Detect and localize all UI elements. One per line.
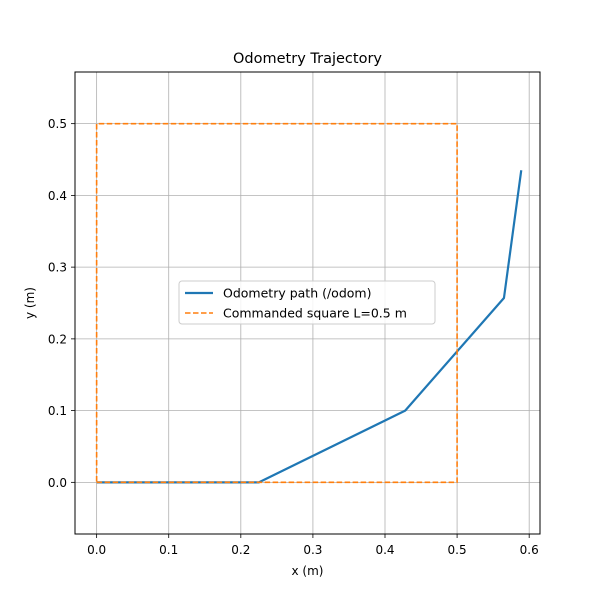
x-tick-label: 0.6 <box>520 543 539 557</box>
series-layer <box>95 122 523 484</box>
y-tick-label: 0.0 <box>48 476 67 490</box>
legend-label: Commanded square L=0.5 m <box>223 306 407 321</box>
x-tick-label: 0.5 <box>448 543 467 557</box>
y-tick-label: 0.1 <box>48 404 67 418</box>
y-axis-label: y (m) <box>23 287 37 319</box>
x-tick-label: 0.1 <box>159 543 178 557</box>
plot-frame <box>74 71 541 535</box>
y-tick-label: 0.4 <box>48 189 67 203</box>
ticks: 0.0 0.1 0.2 0.3 0.4 0.5 0.6 0.0 0.1 0.2 0.3 0.4 0.5 <box>48 117 539 557</box>
y-tick-label: 0.2 <box>48 332 67 346</box>
y-tick-label: 0.3 <box>48 261 67 275</box>
x-tick-label: 0.4 <box>375 543 394 557</box>
x-axis-label: x (m) <box>292 564 324 578</box>
legend-box <box>178 280 436 325</box>
x-tick-label: 0.3 <box>303 543 322 557</box>
legend-label: Odometry path (/odom) <box>223 286 371 301</box>
commanded-square-line <box>95 122 458 484</box>
y-tick-label: 0.5 <box>48 117 67 131</box>
x-tick-label: 0.0 <box>87 543 106 557</box>
legend: Odometry path (/odom) Commanded square L=… <box>178 280 436 325</box>
x-tick-label: 0.2 <box>231 543 250 557</box>
chart-title: Odometry Trajectory <box>233 51 382 67</box>
